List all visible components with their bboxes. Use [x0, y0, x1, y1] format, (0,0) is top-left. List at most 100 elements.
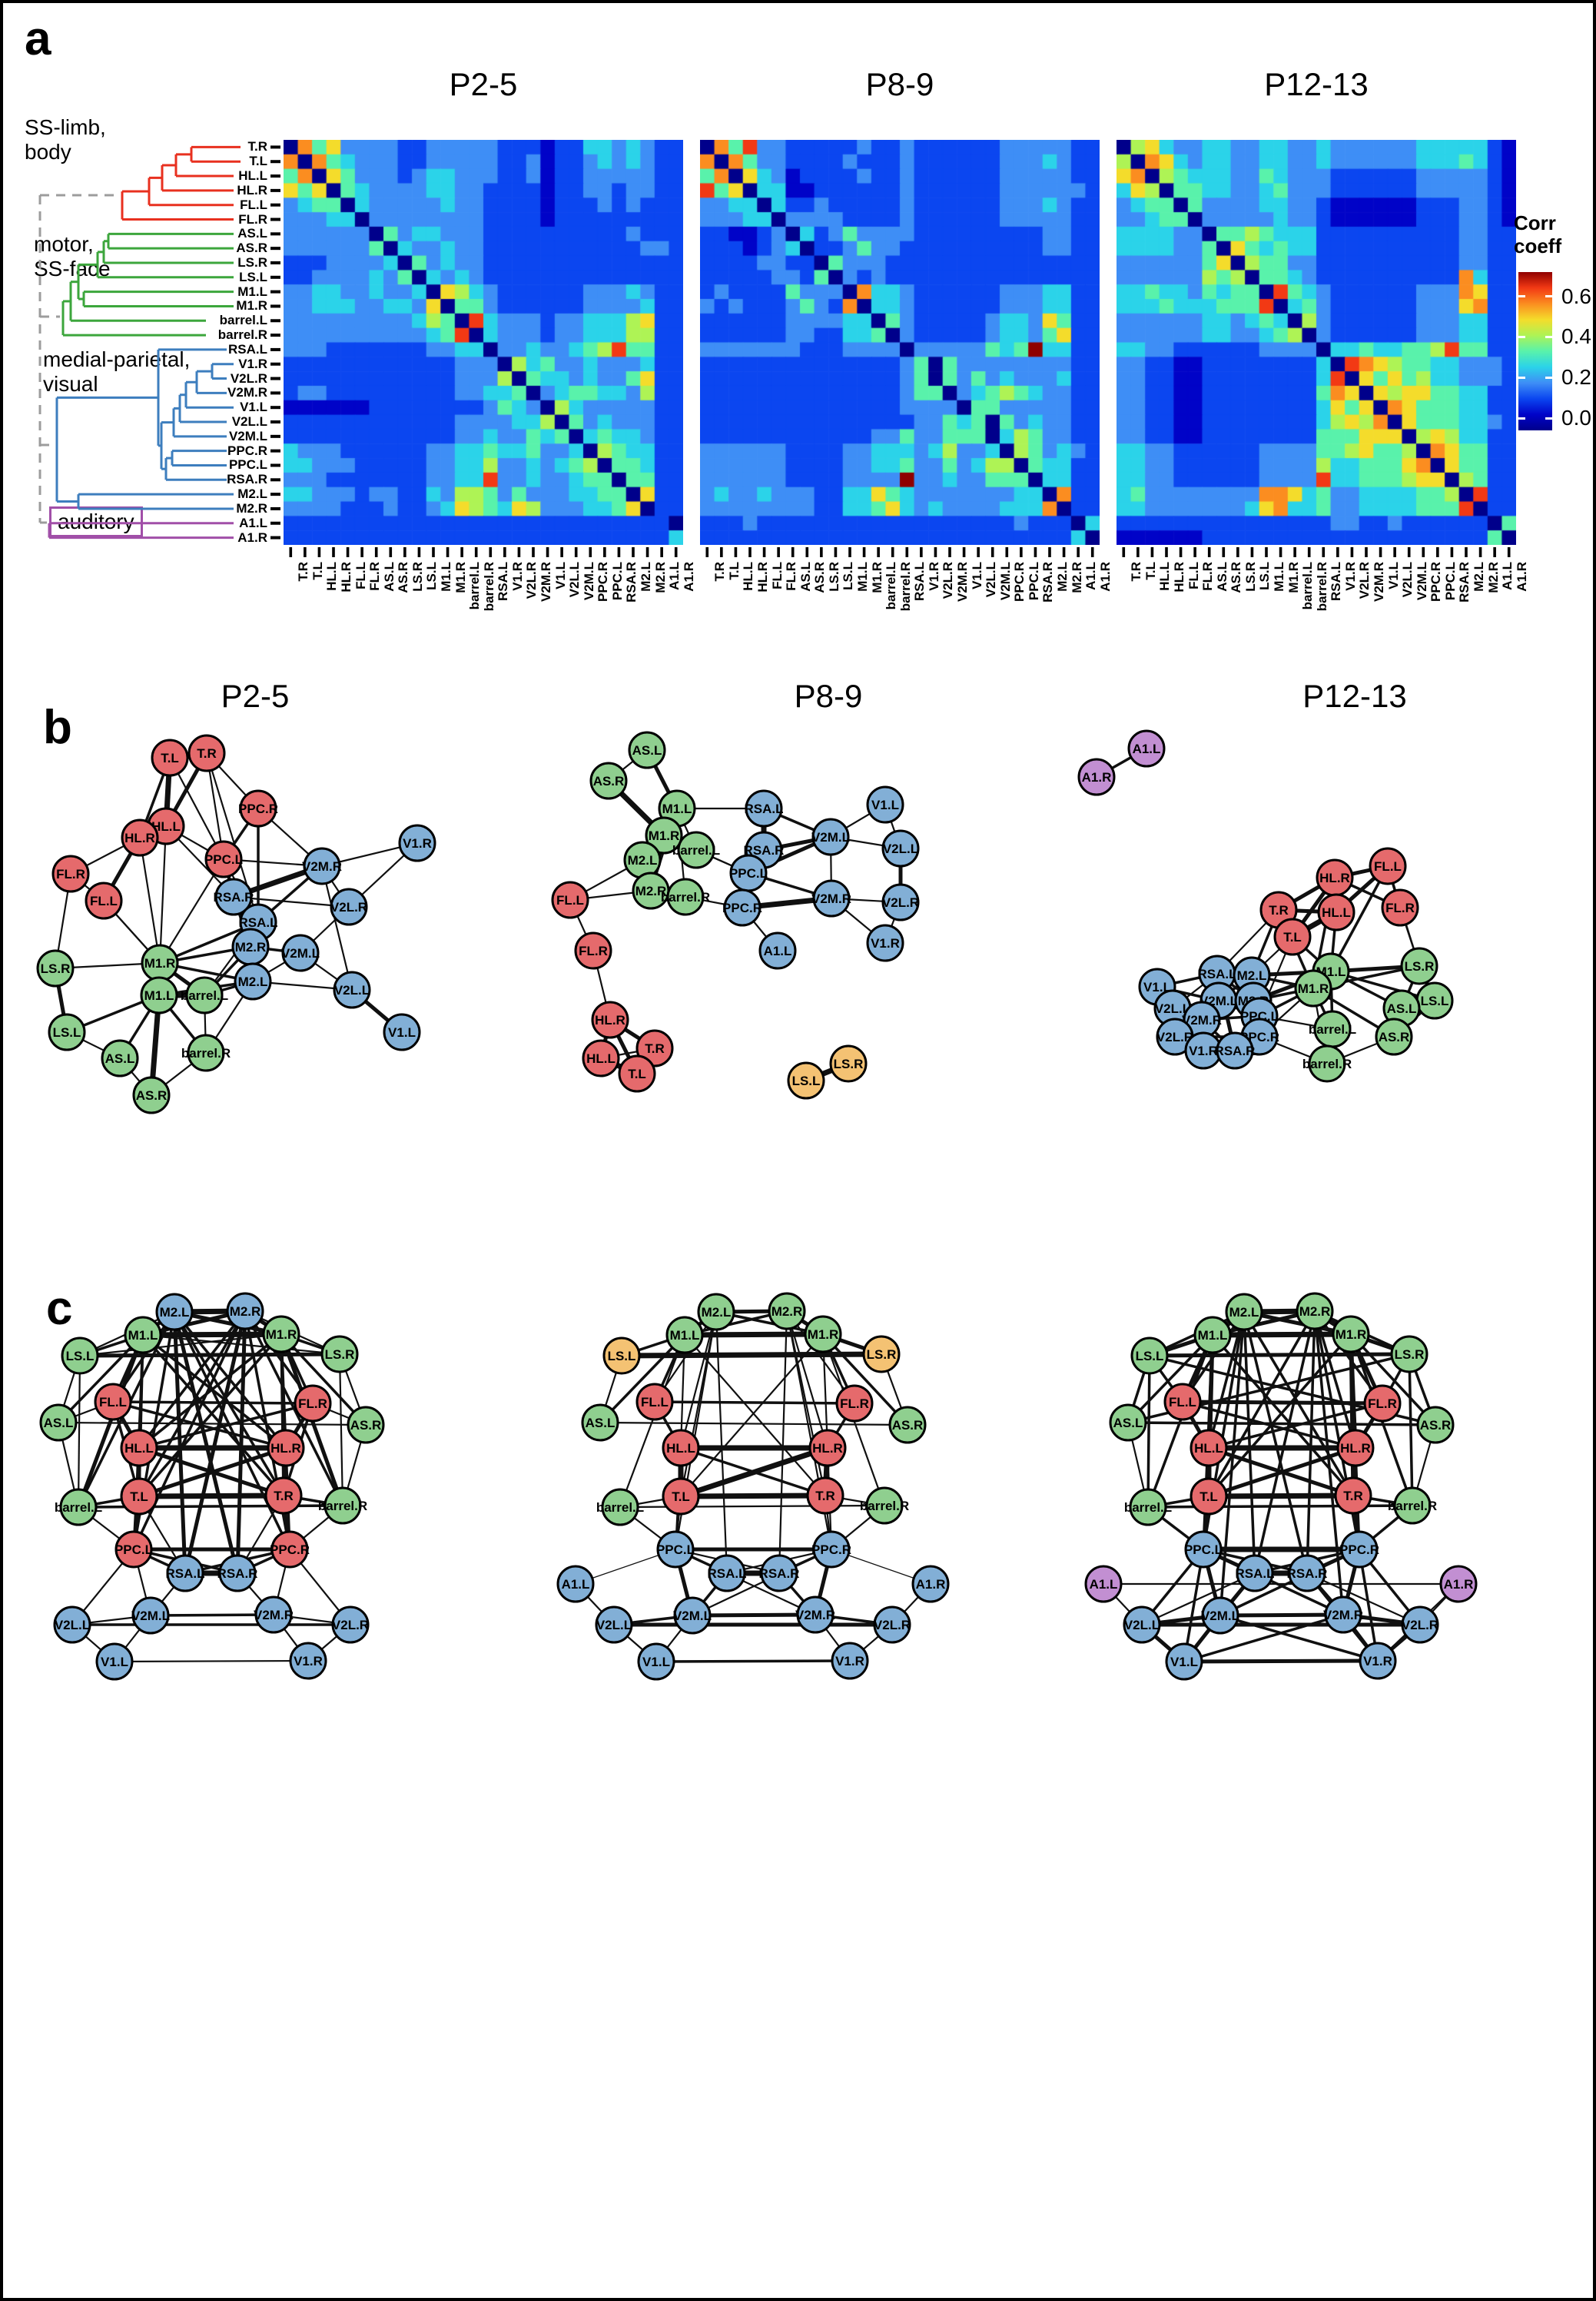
node-V2M.L: [811, 818, 850, 856]
network-edge: [821, 1333, 829, 1449]
node-M2.R: [1296, 1292, 1334, 1330]
tick-mark: [1407, 547, 1411, 557]
heatmap-row-label: V2M.L: [228, 428, 267, 443]
network-edge: [786, 1310, 855, 1404]
node-label-FL.R: FL.R: [1385, 901, 1415, 915]
tick-mark: [517, 547, 521, 557]
network-edge: [674, 1311, 718, 1550]
network-edge: [1341, 1549, 1362, 1615]
network-edge: [785, 1309, 825, 1336]
heatmap-col-label: RSA.R: [624, 562, 639, 603]
tick-mark: [617, 547, 621, 557]
node-label-FL.L: FL.L: [641, 1395, 669, 1409]
network-edge: [1349, 1333, 1355, 1496]
node-M1.L: [658, 789, 696, 828]
network-edge: [1208, 1446, 1354, 1498]
network-edge: [132, 1310, 247, 1550]
node-label-V1.L: V1.L: [871, 798, 899, 812]
tick-mark: [1265, 547, 1268, 557]
node-label-V1.L: V1.L: [101, 1655, 128, 1669]
node-barrel.R: [865, 1486, 904, 1525]
network-edge: [1250, 975, 1261, 1017]
node-label-barrel.R: barrel.R: [318, 1499, 367, 1513]
network-edge: [1149, 1333, 1213, 1358]
node-V2L.R: [1156, 1018, 1194, 1056]
node-label-AS.R: AS.R: [892, 1418, 924, 1433]
network-edge: [206, 752, 259, 809]
node-label-V1.L: V1.L: [1143, 980, 1171, 994]
node-label-M1.L: M1.L: [670, 1328, 700, 1343]
network-edge: [679, 1311, 718, 1497]
network-edge: [1207, 1311, 1246, 1449]
node-AS.R: [347, 1406, 385, 1444]
tick-mark: [532, 547, 535, 557]
node-HL.L: [1190, 1429, 1228, 1467]
network-edge: [1326, 1035, 1395, 1065]
tick-mark: [270, 304, 280, 308]
network-edge: [1330, 970, 1402, 1010]
network-edge: [1172, 1007, 1203, 1021]
tick-mark: [834, 547, 838, 557]
node-label-HL.L: HL.L: [586, 1051, 616, 1066]
heatmap-col-label: AS.R: [396, 562, 411, 593]
node-label-HL.R: HL.R: [1340, 1441, 1371, 1456]
heatmap-row-label: V2L.L: [231, 414, 267, 430]
network-edge: [281, 1447, 288, 1496]
network-edge: [1183, 1613, 1344, 1663]
tick-mark: [503, 547, 506, 557]
tick-mark: [270, 188, 280, 192]
network-edge: [649, 808, 679, 892]
node-LS.L: [1130, 1336, 1169, 1375]
node-label-FL.R: FL.R: [840, 1396, 869, 1411]
heatmap-title-p12-13: P12-13: [1264, 66, 1369, 102]
network-edge: [280, 1333, 291, 1550]
node-A1.L: [1127, 729, 1166, 768]
network-edge: [1212, 1331, 1352, 1338]
network-edge: [321, 865, 350, 908]
heatmap-col-label: FL.L: [769, 562, 785, 589]
network-edge: [1203, 1035, 1260, 1052]
network-edge: [158, 994, 207, 1054]
network-edge: [569, 899, 595, 951]
tick-mark: [674, 547, 678, 557]
network-edge: [148, 994, 162, 1096]
tick-mark: [270, 377, 280, 380]
tick-mark: [1222, 547, 1226, 557]
network-edge: [1306, 1572, 1379, 1662]
network-edge: [1147, 1495, 1209, 1509]
node-LS.L: [602, 1336, 641, 1375]
tick-mark: [1322, 547, 1326, 557]
tick-mark: [1450, 547, 1454, 557]
node-A1.L: [1084, 1565, 1123, 1603]
node-barrel.R: [1393, 1486, 1432, 1525]
node-T.L: [1190, 1477, 1228, 1516]
network-edge: [641, 834, 665, 862]
heatmap-col-label: RSA.R: [1040, 562, 1056, 603]
heatmap-col-label: V2L.R: [941, 562, 956, 599]
node-label-AS.R: AS.R: [1379, 1030, 1410, 1044]
node-label-V2L.L: V2L.L: [334, 983, 370, 998]
tick-mark: [1136, 547, 1140, 557]
heatmap-col-label: V2M.R: [1372, 562, 1386, 602]
cluster-group-label: medial-parietal,: [43, 347, 191, 371]
node-HL.L: [582, 1039, 620, 1077]
node-label-V1.R: V1.R: [835, 1654, 864, 1668]
network-edge: [78, 1495, 140, 1509]
node-label-V2M.R: V2M.R: [1182, 1013, 1222, 1028]
heatmap-col-label: M2.L: [639, 562, 653, 592]
network-edge: [815, 1614, 851, 1662]
node-V2L.L: [595, 1605, 633, 1644]
network-edge: [619, 1495, 682, 1509]
heatmap-col-label: A1.L: [1083, 562, 1099, 590]
network-edge: [826, 1447, 833, 1550]
node-label-FL.L: FL.L: [556, 893, 584, 908]
heatmap-col-label: V2L.L: [1400, 562, 1415, 598]
node-FL.L: [94, 1383, 132, 1421]
network-edge: [1277, 875, 1336, 912]
node-label-M1.R: M1.R: [1298, 981, 1329, 996]
heatmap-col-label: M1.R: [1286, 562, 1301, 593]
network-edge: [880, 1353, 909, 1426]
network-edge: [222, 808, 260, 860]
node-HL.R: [1316, 858, 1354, 897]
